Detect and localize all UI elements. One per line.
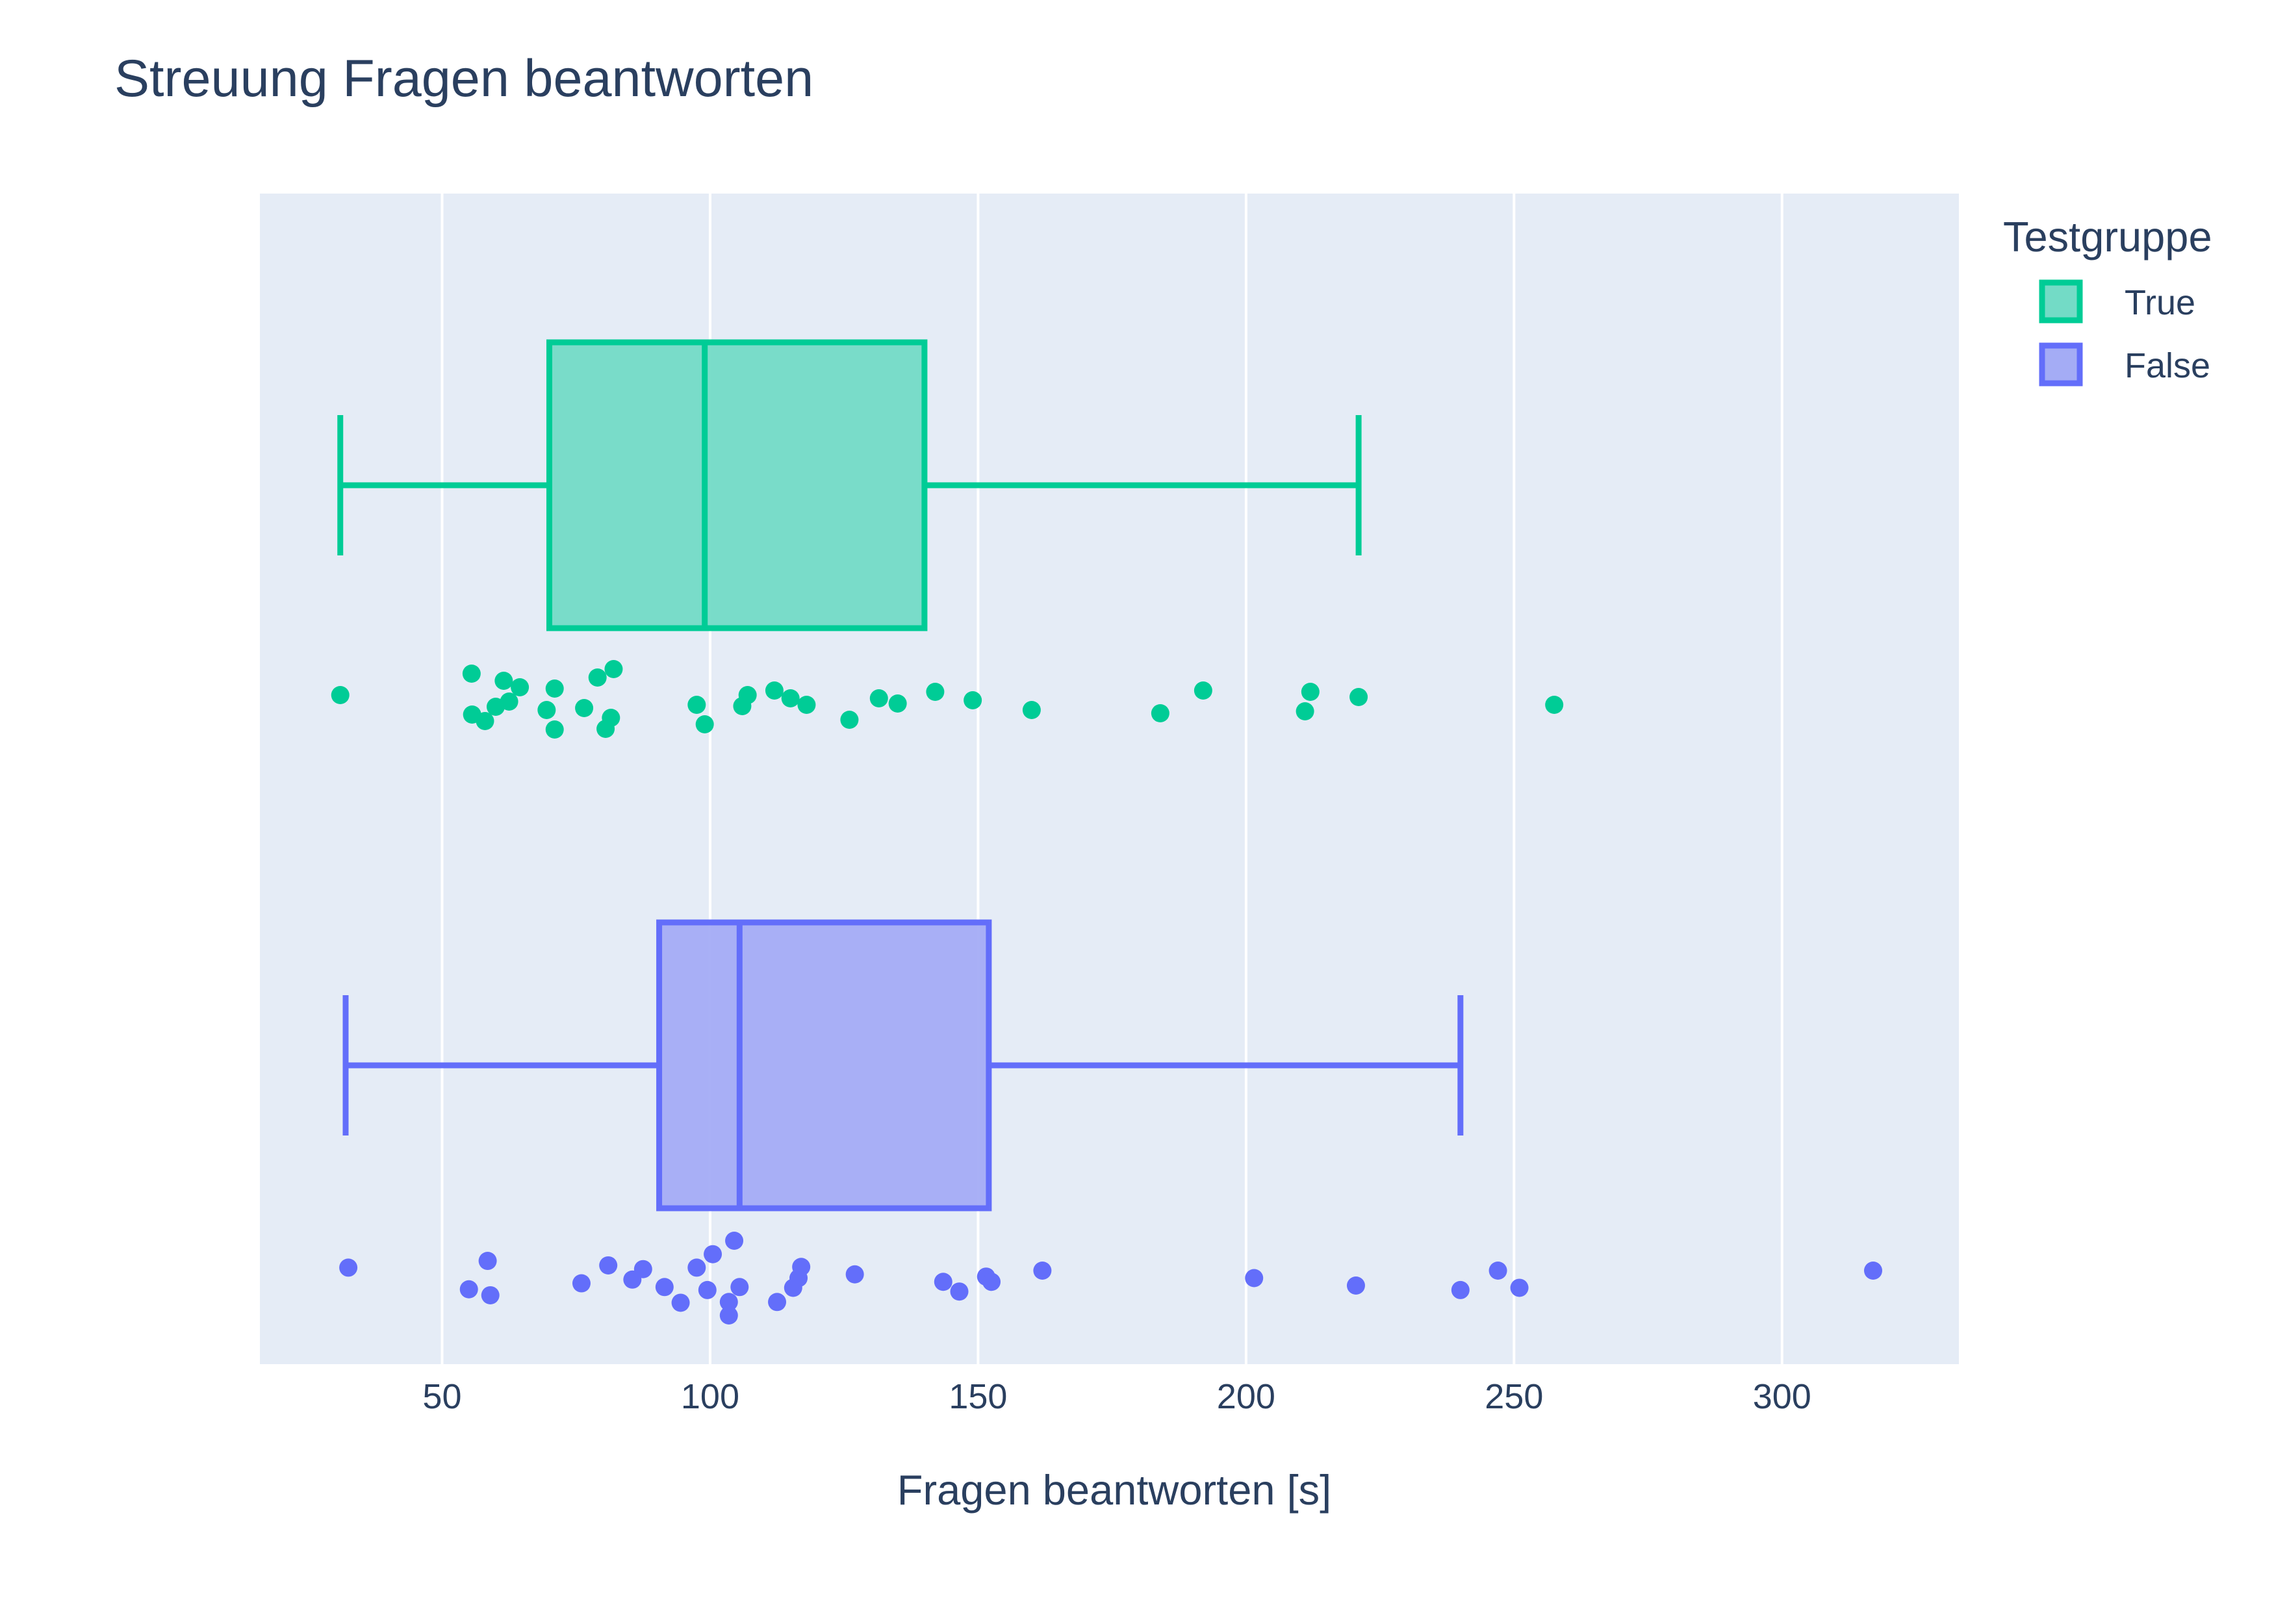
x-tick-label: 50 <box>422 1377 461 1416</box>
data-point <box>599 1256 618 1275</box>
data-point <box>704 1245 722 1263</box>
data-point <box>1510 1278 1529 1297</box>
data-point <box>339 1258 358 1277</box>
data-point <box>781 689 800 707</box>
data-point <box>1194 681 1212 700</box>
data-point <box>1245 1269 1264 1288</box>
data-point <box>840 711 859 729</box>
legend: Testgruppe True False <box>2003 213 2212 387</box>
legend-swatch-false <box>2039 342 2083 387</box>
data-point <box>687 696 706 714</box>
data-point <box>725 1232 744 1250</box>
x-tick-label: 200 <box>1217 1377 1275 1416</box>
data-point <box>845 1265 864 1284</box>
data-point <box>633 1260 652 1278</box>
data-point <box>719 1293 738 1312</box>
data-point <box>1349 688 1368 706</box>
data-point <box>1296 702 1314 720</box>
data-point <box>572 1274 591 1293</box>
legend-label-false: False <box>2125 346 2210 385</box>
data-point <box>730 1278 749 1297</box>
data-point <box>797 696 816 714</box>
x-tick-label: 100 <box>681 1377 739 1416</box>
data-point <box>602 709 620 727</box>
data-point <box>768 1293 787 1312</box>
data-point <box>545 679 564 698</box>
data-point <box>950 1282 969 1301</box>
chart-title: Streuung Fragen beantworten <box>114 49 813 108</box>
data-point <box>604 660 623 678</box>
data-point <box>1545 696 1564 714</box>
data-point <box>655 1278 674 1297</box>
data-point <box>695 715 714 733</box>
data-point <box>888 694 907 713</box>
data-point <box>494 672 513 690</box>
plot-area: 50 100 150 200 250 300 <box>260 194 1959 1416</box>
x-tick-label: 300 <box>1753 1377 1811 1416</box>
data-point <box>511 678 530 696</box>
data-point <box>765 681 784 700</box>
legend-title: Testgruppe <box>2003 213 2212 260</box>
data-point <box>1033 1262 1052 1280</box>
data-point <box>934 1273 952 1291</box>
data-point <box>687 1258 706 1277</box>
data-point <box>1864 1262 1883 1280</box>
data-point <box>459 1280 478 1299</box>
data-point <box>1301 683 1320 701</box>
data-point <box>964 691 982 709</box>
data-point <box>1346 1276 1365 1295</box>
data-point <box>537 701 556 719</box>
series-false <box>339 919 1883 1325</box>
data-point <box>575 699 594 717</box>
box-iqr <box>656 919 992 1212</box>
data-point <box>545 720 564 739</box>
x-axis-title: Fragen beantworten [s] <box>897 1466 1331 1514</box>
data-point <box>982 1273 1001 1291</box>
data-point <box>1451 1280 1470 1299</box>
x-tick-label: 250 <box>1485 1377 1543 1416</box>
legend-label-true: True <box>2125 283 2195 322</box>
data-point <box>588 668 607 687</box>
data-point <box>500 692 518 711</box>
data-point <box>331 686 350 704</box>
data-point <box>462 665 481 683</box>
data-point <box>478 1252 497 1271</box>
data-point <box>869 689 888 707</box>
data-point <box>926 683 945 701</box>
x-tick-label: 150 <box>949 1377 1007 1416</box>
data-point <box>792 1258 811 1276</box>
data-point <box>738 686 757 704</box>
data-point <box>719 1306 738 1325</box>
data-point <box>1151 704 1169 722</box>
data-point <box>1022 701 1041 719</box>
legend-swatch-true <box>2039 279 2083 324</box>
data-point <box>671 1293 690 1312</box>
data-point <box>476 712 494 730</box>
data-point <box>481 1286 500 1304</box>
series-true <box>331 339 1564 739</box>
data-point <box>1488 1262 1507 1280</box>
box-iqr <box>546 339 928 631</box>
data-point <box>698 1280 717 1299</box>
plot-background <box>260 194 1959 1364</box>
